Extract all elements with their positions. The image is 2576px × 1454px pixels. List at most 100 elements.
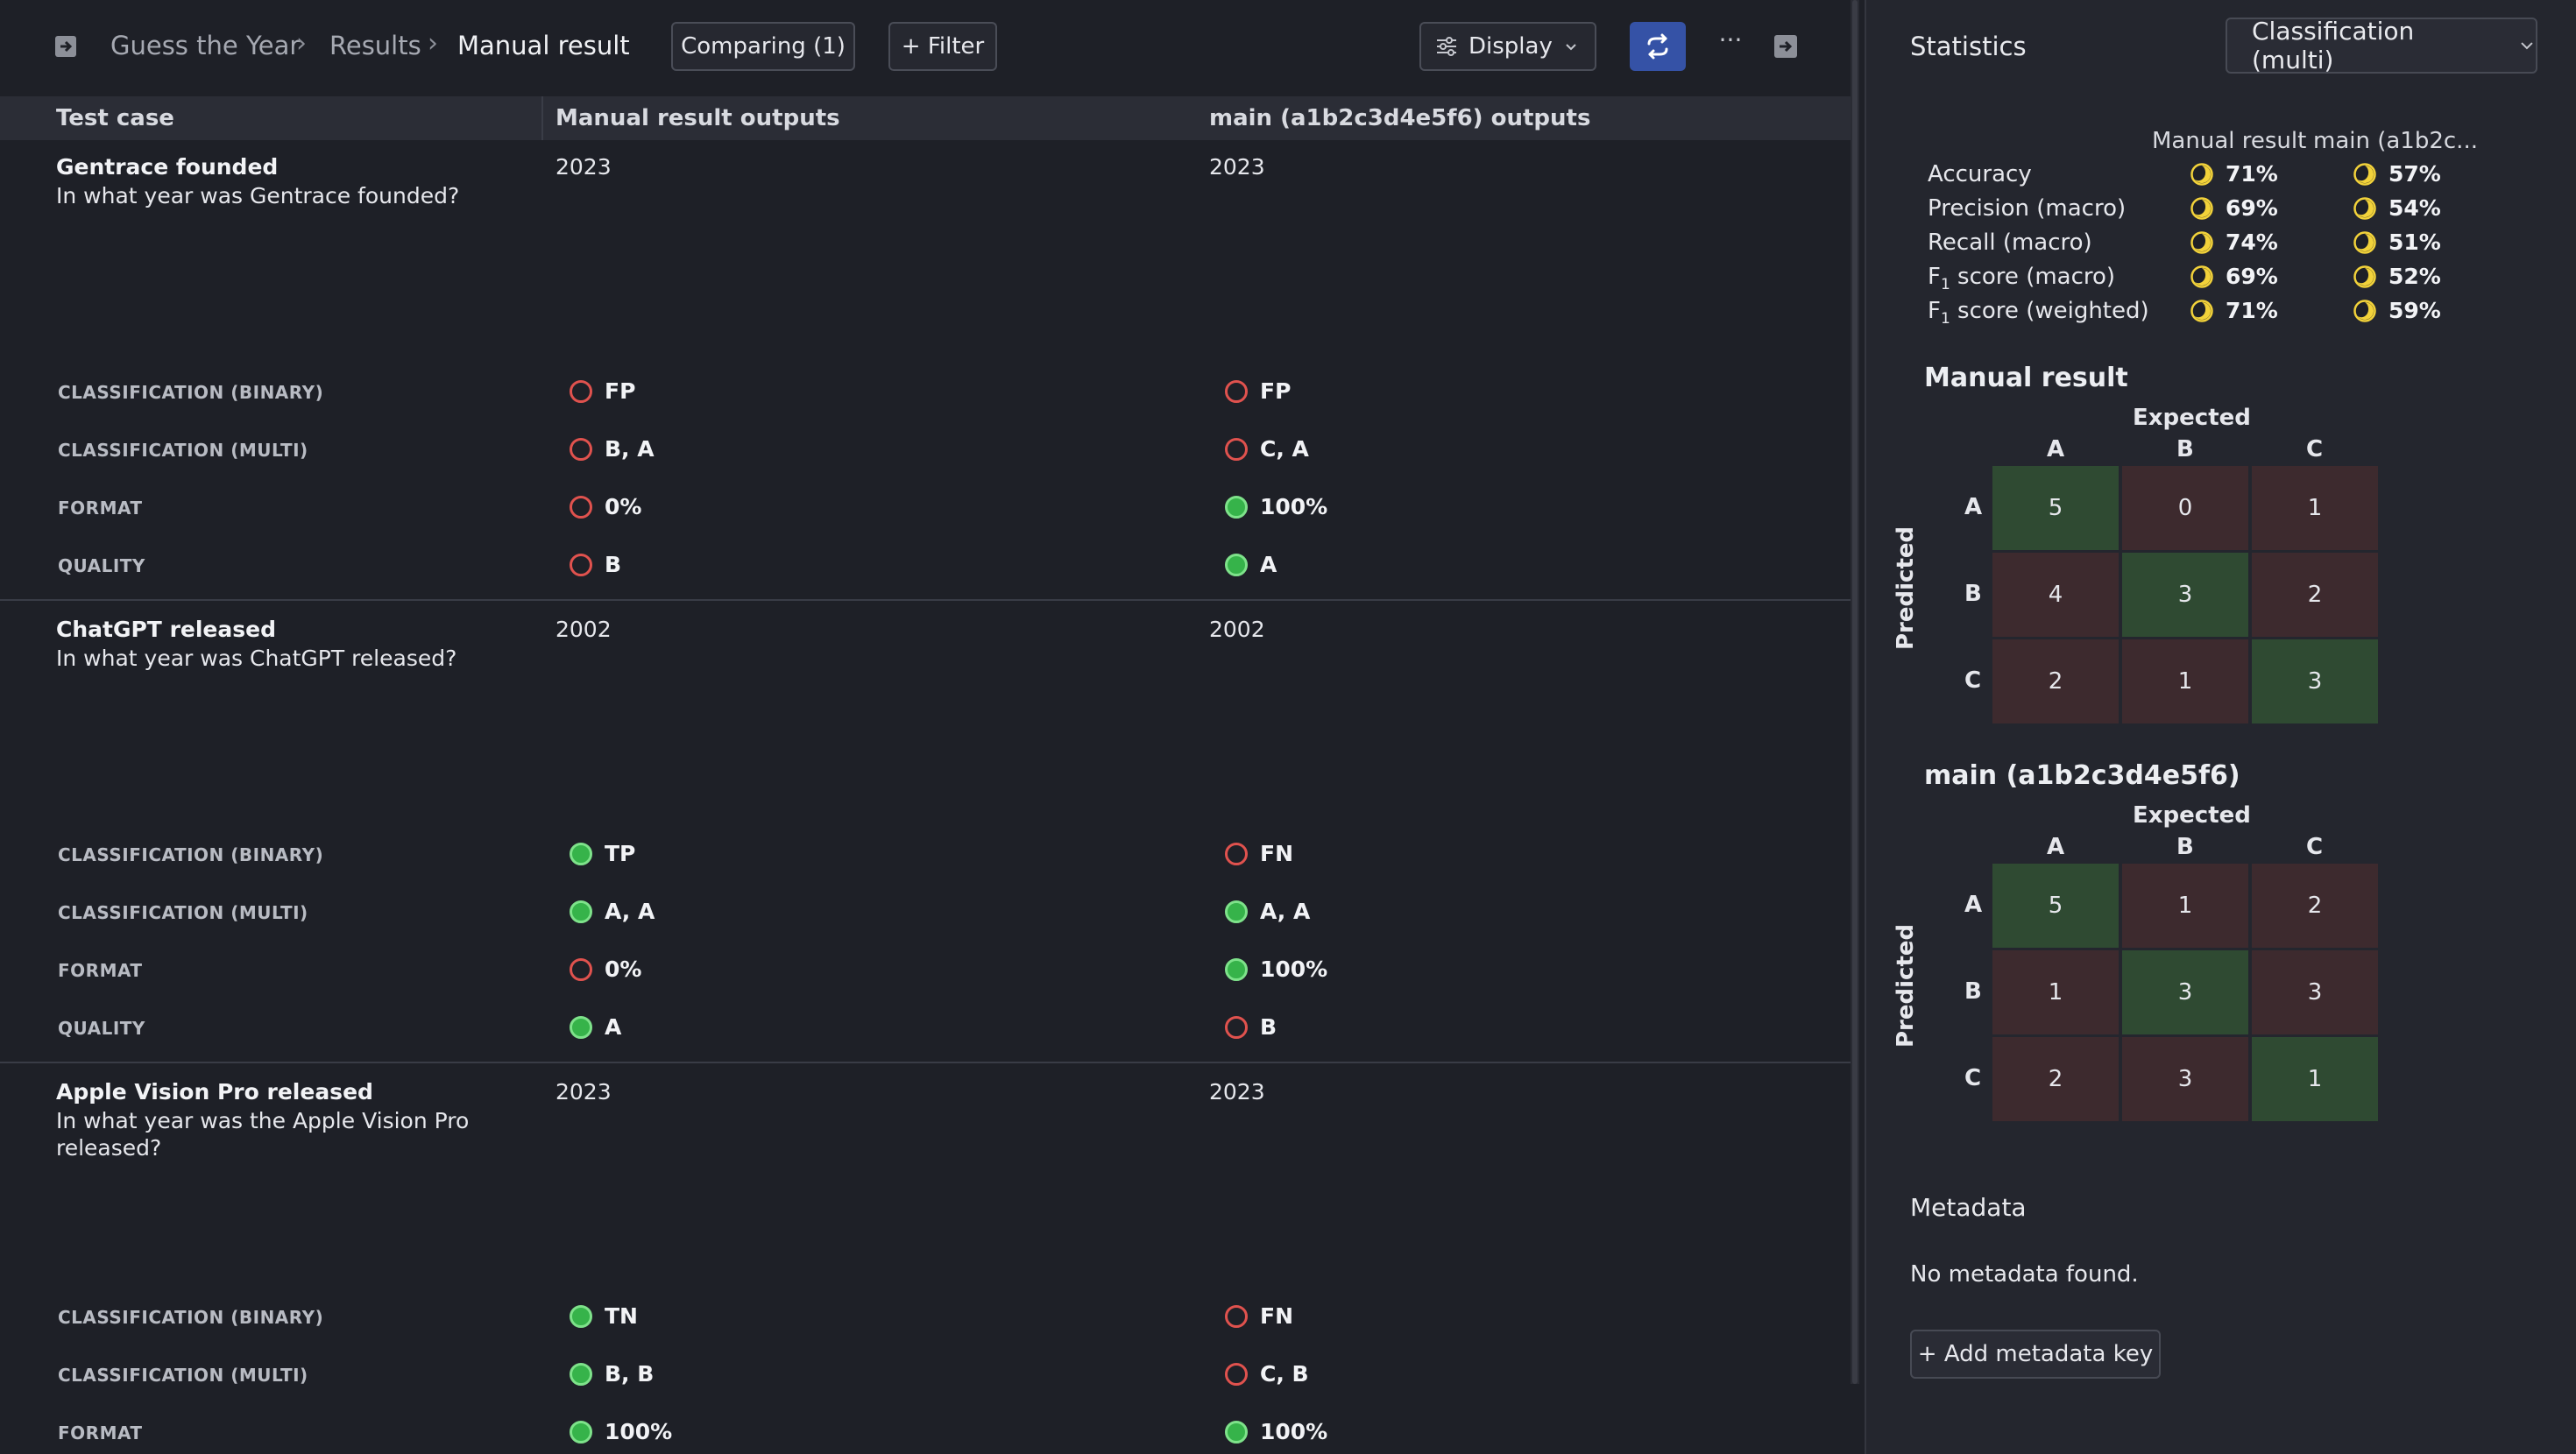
manual-evaluation-cell[interactable]: 0% [570, 956, 641, 982]
main-evaluation-cell[interactable]: C, B [1225, 1361, 1309, 1387]
matrix-column-label: A [2047, 436, 2065, 462]
manual-evaluation-cell[interactable]: FP [570, 378, 635, 404]
main-evaluation-cell[interactable]: 100% [1225, 956, 1327, 982]
main-evaluation-cell[interactable]: FN [1225, 841, 1293, 866]
metric-label: FORMAT [58, 960, 143, 981]
collapse-panel-icon[interactable] [1773, 34, 1798, 59]
score-gauge-icon [2353, 230, 2376, 254]
metadata-empty-text: No metadata found. [1910, 1261, 2139, 1288]
matrix-cell[interactable]: 1 [2252, 1037, 2378, 1121]
matrix-row-label: B [1964, 978, 1982, 1005]
statistic-name: Accuracy [1928, 161, 2032, 191]
matrix-cell[interactable]: 1 [2252, 466, 2378, 550]
statistic-name-subscript: 1 [1940, 276, 1950, 294]
statistic-percent: 51% [2388, 229, 2441, 255]
matrix-row-label: A [1964, 892, 1983, 918]
matrix-cell[interactable]: 2 [2252, 864, 2378, 948]
evaluation-value: B [605, 552, 622, 577]
matrix-cell[interactable]: 3 [2122, 1037, 2248, 1121]
metric-label: CLASSIFICATION (BINARY) [58, 844, 324, 865]
matrix-cell[interactable]: 1 [2122, 639, 2248, 723]
main-evaluation-cell[interactable]: 100% [1225, 1419, 1327, 1444]
more-options-icon[interactable]: ··· [1718, 25, 1743, 54]
matrix-cell[interactable]: 0 [2122, 466, 2248, 550]
test-case-row[interactable]: ChatGPT released In what year was ChatGPT… [0, 603, 1851, 1063]
main-evaluation-cell[interactable]: 100% [1225, 494, 1327, 519]
main-statistic-value: 52% [2353, 264, 2441, 289]
swap-comparison-button[interactable] [1630, 22, 1686, 71]
matrix-cell[interactable]: 4 [1992, 553, 2119, 637]
fail-status-icon [570, 495, 592, 519]
matrix-cell[interactable]: 2 [1992, 1037, 2119, 1121]
evaluation-value: A, A [605, 899, 655, 924]
matrix-cell[interactable]: 5 [1992, 864, 2119, 948]
score-gauge-icon [2353, 162, 2376, 186]
filter-button[interactable]: + Filter [888, 22, 997, 71]
manual-evaluation-cell[interactable]: B, B [570, 1361, 654, 1387]
add-metadata-key-button[interactable]: + Add metadata key [1910, 1330, 2161, 1379]
metric-row: CLASSIFICATION (MULTI) B, B C, B [0, 1358, 1851, 1393]
main-evaluation-cell[interactable]: B [1225, 1014, 1277, 1040]
matrix-cell[interactable]: 3 [2252, 639, 2378, 723]
metric-label: CLASSIFICATION (MULTI) [58, 902, 308, 923]
manual-evaluation-cell[interactable]: 100% [570, 1419, 672, 1444]
comparing-button[interactable]: Comparing (1) [671, 22, 855, 71]
display-button-label: Display [1468, 33, 1553, 60]
swap-icon [1647, 33, 1668, 60]
column-header-manual[interactable]: Manual result outputs [556, 105, 840, 131]
fail-status-icon [1225, 1304, 1248, 1328]
matrix-cell[interactable]: 2 [2252, 553, 2378, 637]
matrix-cell[interactable]: 3 [2252, 950, 2378, 1034]
main-evaluation-cell[interactable]: C, A [1225, 436, 1309, 462]
matrix-cell[interactable]: 3 [2122, 553, 2248, 637]
chevron-down-icon [2521, 42, 2533, 50]
main-evaluation-cell[interactable]: A [1225, 552, 1277, 577]
chevron-down-icon [1566, 44, 1576, 51]
pass-status-icon [1225, 1420, 1248, 1443]
column-header-main[interactable]: main (a1b2c3d4e5f6) outputs [1209, 105, 1591, 131]
manual-evaluation-cell[interactable]: A, A [570, 899, 655, 924]
test-case-row[interactable]: Gentrace founded In what year was Gentrac… [0, 140, 1851, 601]
resize-grip[interactable] [1852, 0, 1858, 1384]
pass-status-icon [570, 900, 592, 923]
expected-axis-label: Expected [2133, 802, 2251, 829]
main-evaluation-cell[interactable]: A, A [1225, 899, 1310, 924]
main-evaluation-cell[interactable]: FN [1225, 1303, 1293, 1329]
statistic-name-text: Accuracy [1928, 161, 2032, 187]
matrix-cell[interactable]: 3 [2122, 950, 2248, 1034]
manual-evaluation-cell[interactable]: 0% [570, 494, 641, 519]
breadcrumb-separator-icon: › [296, 28, 307, 59]
manual-evaluation-cell[interactable]: A [570, 1014, 621, 1040]
matrix-cell[interactable]: 5 [1992, 466, 2119, 550]
pass-status-icon [1225, 900, 1248, 923]
evaluation-value: B, B [605, 1361, 655, 1387]
matrix-cell[interactable]: 2 [1992, 639, 2119, 723]
manual-evaluation-cell[interactable]: TP [570, 841, 635, 866]
display-button[interactable]: Display [1419, 22, 1596, 71]
panel-resize-handle[interactable] [1851, 0, 1859, 1384]
manual-evaluation-cell[interactable]: TN [570, 1303, 638, 1329]
fail-status-icon [570, 957, 592, 981]
breadcrumb-project[interactable]: Guess the Year [110, 31, 301, 60]
column-header-test-case[interactable]: Test case [56, 105, 174, 131]
manual-output: 2023 [556, 154, 612, 180]
matrix-cell[interactable]: 1 [1992, 950, 2119, 1034]
evaluation-value: FN [1260, 841, 1294, 866]
matrix-row-label: C [1964, 1065, 1982, 1091]
manual-evaluation-cell[interactable]: B, A [570, 436, 655, 462]
main-evaluation-cell[interactable]: FP [1225, 378, 1291, 404]
test-case-row[interactable]: Apple Vision Pro released In what year wa… [0, 1065, 1851, 1454]
statistic-percent: 54% [2388, 195, 2441, 221]
statistic-name: F1 score (weighted) [1928, 298, 2149, 328]
evaluation-value: 0% [605, 956, 642, 982]
breadcrumb-results[interactable]: Results [329, 31, 421, 60]
manual-evaluation-cell[interactable]: B [570, 552, 621, 577]
matrix-column-label: B [2176, 436, 2194, 462]
score-gauge-icon [2190, 196, 2213, 220]
stats-header-main: main (a1b2c... [2313, 128, 2478, 154]
metadata-title: Metadata [1910, 1193, 2027, 1222]
matrix-cell[interactable]: 1 [2122, 864, 2248, 948]
sidebar-toggle-icon[interactable] [54, 35, 77, 58]
fail-status-icon [570, 379, 592, 403]
metric-select[interactable]: Classification (multi) [2226, 17, 2537, 74]
